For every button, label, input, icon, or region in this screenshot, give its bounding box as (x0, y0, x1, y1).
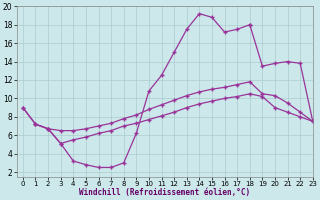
X-axis label: Windchill (Refroidissement éolien,°C): Windchill (Refroidissement éolien,°C) (79, 188, 250, 197)
